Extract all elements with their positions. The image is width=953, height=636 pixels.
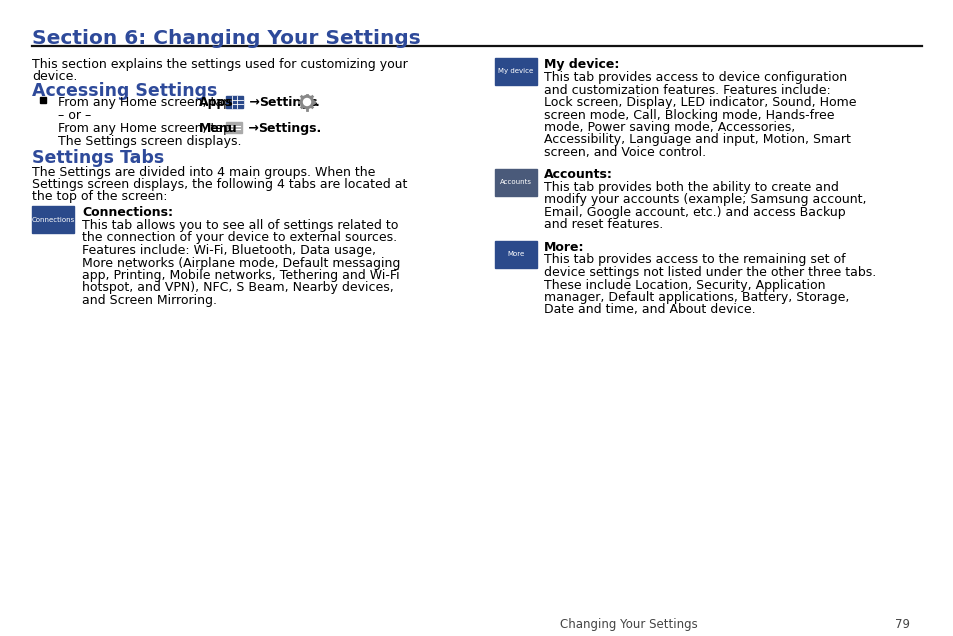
Text: Settings screen displays, the following 4 tabs are located at: Settings screen displays, the following … xyxy=(32,178,407,191)
Text: modify your accounts (example; Samsung account,: modify your accounts (example; Samsung a… xyxy=(543,193,865,207)
Text: Date and time, and About device.: Date and time, and About device. xyxy=(543,303,755,317)
Text: →: → xyxy=(244,122,263,135)
Bar xyxy=(226,96,243,108)
Text: Features include: Wi-Fi, Bluetooth, Data usage,: Features include: Wi-Fi, Bluetooth, Data… xyxy=(82,244,375,257)
Bar xyxy=(495,58,537,85)
Text: screen, and Voice control.: screen, and Voice control. xyxy=(543,146,705,159)
Text: More networks (Airplane mode, Default messaging: More networks (Airplane mode, Default me… xyxy=(82,256,400,270)
Text: More: More xyxy=(507,251,524,258)
Text: This tab provides access to the remaining set of: This tab provides access to the remainin… xyxy=(543,254,844,266)
Text: Lock screen, Display, LED indicator, Sound, Home: Lock screen, Display, LED indicator, Sou… xyxy=(543,96,856,109)
Text: device.: device. xyxy=(32,70,77,83)
Text: Settings.: Settings. xyxy=(257,122,321,135)
Circle shape xyxy=(300,95,314,109)
Text: My device:: My device: xyxy=(543,58,618,71)
Text: This section explains the settings used for customizing your: This section explains the settings used … xyxy=(32,58,407,71)
Text: hotspot, and VPN), NFC, S Beam, Nearby devices,: hotspot, and VPN), NFC, S Beam, Nearby d… xyxy=(82,282,394,294)
Text: My device: My device xyxy=(497,69,533,74)
Text: These include Location, Security, Application: These include Location, Security, Applic… xyxy=(543,279,824,291)
Text: Apps: Apps xyxy=(199,96,233,109)
Text: Section 6: Changing Your Settings: Section 6: Changing Your Settings xyxy=(32,29,420,48)
Bar xyxy=(495,169,537,195)
Bar xyxy=(32,206,74,233)
Text: mode, Power saving mode, Accessories,: mode, Power saving mode, Accessories, xyxy=(543,121,795,134)
Text: This tab provides both the ability to create and: This tab provides both the ability to cr… xyxy=(543,181,838,194)
Text: and customization features. Features include:: and customization features. Features inc… xyxy=(543,83,830,97)
Text: →: → xyxy=(245,96,264,109)
Text: This tab provides access to device configuration: This tab provides access to device confi… xyxy=(543,71,846,84)
Text: – or –: – or – xyxy=(58,109,91,122)
Text: app, Printing, Mobile networks, Tethering and Wi-Fi: app, Printing, Mobile networks, Tetherin… xyxy=(82,269,399,282)
Text: Email, Google account, etc.) and access Backup: Email, Google account, etc.) and access … xyxy=(543,206,844,219)
Text: manager, Default applications, Battery, Storage,: manager, Default applications, Battery, … xyxy=(543,291,848,304)
Text: The Settings screen displays.: The Settings screen displays. xyxy=(58,135,241,148)
Text: screen mode, Call, Blocking mode, Hands-free: screen mode, Call, Blocking mode, Hands-… xyxy=(543,109,834,121)
Text: More:: More: xyxy=(543,241,584,254)
Text: Connections: Connections xyxy=(31,216,74,223)
Bar xyxy=(495,241,537,268)
Text: From any Home screen, tap: From any Home screen, tap xyxy=(58,122,234,135)
Text: Settings: Settings xyxy=(258,96,317,109)
Text: and reset features.: and reset features. xyxy=(543,219,662,232)
Circle shape xyxy=(303,99,310,106)
Text: device settings not listed under the other three tabs.: device settings not listed under the oth… xyxy=(543,266,876,279)
Text: Accounts:: Accounts: xyxy=(543,169,612,181)
Text: Accessibility, Language and input, Motion, Smart: Accessibility, Language and input, Motio… xyxy=(543,134,850,146)
Text: This tab allows you to see all of settings related to: This tab allows you to see all of settin… xyxy=(82,219,398,232)
Text: Accessing Settings: Accessing Settings xyxy=(32,82,217,100)
Bar xyxy=(226,122,242,133)
Text: Settings Tabs: Settings Tabs xyxy=(32,149,164,167)
Text: The Settings are divided into 4 main groups. When the: The Settings are divided into 4 main gro… xyxy=(32,166,375,179)
Text: Menu: Menu xyxy=(199,122,237,135)
Text: Connections:: Connections: xyxy=(82,206,172,219)
Text: the connection of your device to external sources.: the connection of your device to externa… xyxy=(82,232,396,244)
Text: 79: 79 xyxy=(894,618,909,631)
Text: From any Home screen, tap: From any Home screen, tap xyxy=(58,96,234,109)
Text: and Screen Mirroring.: and Screen Mirroring. xyxy=(82,294,216,307)
Text: the top of the screen:: the top of the screen: xyxy=(32,190,168,203)
Text: .: . xyxy=(314,96,319,109)
Text: Changing Your Settings: Changing Your Settings xyxy=(559,618,697,631)
Bar xyxy=(40,97,46,103)
Text: Accounts: Accounts xyxy=(499,179,532,185)
